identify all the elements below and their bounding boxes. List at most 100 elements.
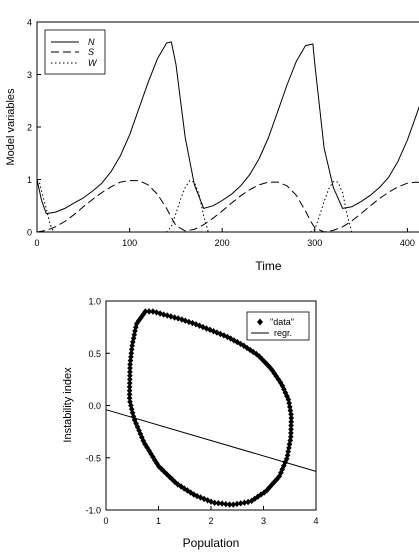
data-point [168,313,174,320]
data-point [127,361,133,368]
series-line-n [36,41,419,215]
data-point [288,418,294,425]
data-point [219,500,225,507]
data-point [127,368,133,376]
phase-plot-y-tick-label: 1.0 [88,297,101,307]
phase-plot-y-tick-label: 0.5 [88,349,101,359]
data-point [224,333,231,341]
data-point [131,416,138,424]
data-point [164,312,171,319]
phase-plot-y-axis-label: Instability index [62,367,74,443]
phase-plot-legend-box [246,311,310,341]
phase-plot-frame [105,300,317,511]
data-point [234,500,240,508]
data-point [285,448,291,455]
data-point [275,376,282,383]
data-point [287,407,294,414]
phase-plot-y-tick-label: -1.0 [85,506,101,516]
phase-plot-x-tick-label: 2 [208,516,213,526]
data-point [127,364,133,372]
time-series-y-tick-label: 4 [27,18,32,28]
data-point [215,500,222,507]
data-point [146,308,152,315]
data-point [152,456,158,464]
time-series-x-tick-label: 300 [307,238,322,248]
time-series-x-tick-label: 0 [34,238,39,248]
time-series-legend: N S W [44,29,106,75]
data-point [127,372,133,379]
data-point [130,338,136,346]
data-point [241,342,247,349]
data-point [150,308,156,315]
data-point [279,382,286,389]
data-point [261,489,267,496]
data-point [129,342,135,349]
data-point [208,498,214,505]
data-point [127,357,134,364]
data-point [287,403,293,411]
data-point [171,314,178,321]
data-point [284,392,290,400]
time-series-y-tick-label: 0 [27,228,32,238]
data-point [259,355,265,363]
data-point [217,330,224,338]
data-point [284,452,291,459]
legend-swatch-data [257,318,263,326]
data-point [256,353,263,360]
data-point [245,498,251,506]
time-series-y-axis-label: Model variables [5,88,17,166]
data-point [288,411,294,418]
data-point [230,501,237,508]
data-point [140,311,146,318]
data-point [241,499,248,506]
time-series-x-tick-label: 400 [400,238,415,248]
phase-plot-x-tick-label: 1 [156,516,161,526]
data-point [251,495,258,502]
data-point [126,383,133,391]
data-point [126,387,133,394]
data-point [128,350,135,357]
data-point [187,489,194,496]
data-point [127,376,133,383]
data-point [181,485,187,492]
data-point [253,350,260,358]
legend-label-w: W [88,58,98,68]
data-point [126,379,133,387]
phase-plot-x-axis-label: Population [183,536,240,550]
time-series-plot-frame [36,21,419,233]
phase-plot-x-tick-label: 0 [103,516,108,526]
phase-plot-x-tick-label: 4 [313,516,318,526]
time-series-y-tick-label: 3 [27,70,32,80]
data-point [175,315,181,322]
data-point [128,406,135,413]
data-point [126,394,133,402]
phase-plot-chart: 0 1 2 3 4 -1.0 -0.5 0.0 0.5 1.0 Population Instab… [62,297,319,551]
data-point [133,320,140,327]
series-line-w [36,179,419,233]
data-point [126,391,133,398]
data-point [273,373,280,380]
data-point [288,426,294,433]
data-point [288,422,294,429]
time-series-x-tick-label: 200 [215,238,230,248]
data-point [223,500,229,508]
data-point [131,331,138,338]
data-point [186,318,192,326]
data-point [288,429,294,437]
data-point [221,332,227,339]
phase-plot-y-tick-label: -0.5 [85,453,101,463]
legend-label-s: S [88,47,94,57]
data-point [194,492,200,500]
data-point [161,468,167,475]
time-series-x-tick-label: 100 [122,238,137,248]
data-point [128,353,134,361]
data-point [178,483,184,490]
data-point [250,348,256,356]
data-point [197,494,204,501]
data-point [179,316,185,323]
phase-plot-legend: "data" regr. [246,311,310,341]
phase-plot-x-tick-label: 3 [261,516,266,526]
data-point [169,476,176,483]
data-point [282,459,288,466]
